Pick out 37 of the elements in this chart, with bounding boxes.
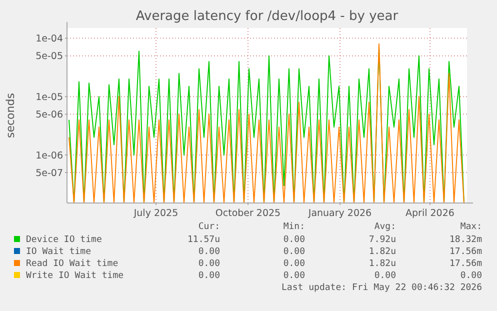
x-tick-label: January 2026 [307, 208, 372, 219]
y-tick-label: 1e-04 [36, 34, 63, 45]
text: 17.56m [449, 247, 482, 257]
text: 18.32m [449, 235, 482, 245]
x-tick-label: July 2025 [132, 208, 178, 219]
text: 0.00 [198, 271, 220, 281]
text: 1.82u [368, 247, 396, 257]
text: Last update: Fri May 22 00:46:32 2026 [282, 283, 482, 293]
y-tick-label: 5e-06 [36, 109, 63, 120]
y-tick-label: 5e-05 [36, 51, 63, 62]
y-tick-label: 5e-07 [36, 168, 63, 179]
text: Max: [460, 222, 482, 232]
text: 0.00 [198, 247, 220, 257]
legend-label: Device IO time [26, 235, 102, 245]
legend-label: Read IO Wait time [26, 259, 118, 269]
chart-title: Average latency for /dev/loop4 - by year [136, 9, 399, 24]
x-tick-label: October 2025 [215, 208, 281, 219]
text: 0.00 [374, 271, 396, 281]
y-tick-label: 1e-05 [36, 92, 63, 103]
x-tick-label: April 2026 [406, 208, 454, 219]
text: 0.00 [198, 259, 220, 269]
y-tick-label: 1e-06 [36, 150, 63, 162]
text: 1.82u [368, 259, 396, 269]
text: 7.92u [368, 235, 396, 245]
text: Min: [283, 222, 305, 232]
y-axis-title: seconds [4, 92, 17, 138]
text: 0.00 [283, 271, 305, 281]
text: 17.56m [449, 259, 482, 269]
text: 0.00 [283, 259, 305, 269]
text: Cur: [198, 222, 220, 232]
text: 0.00 [283, 247, 305, 257]
legend-label: Write IO Wait time [26, 271, 124, 281]
text: 0.00 [460, 271, 482, 281]
text: 11.57u [187, 235, 220, 245]
legend-label: IO Wait time [26, 247, 92, 257]
text: Avg: [374, 222, 396, 232]
text: 0.00 [283, 235, 305, 245]
